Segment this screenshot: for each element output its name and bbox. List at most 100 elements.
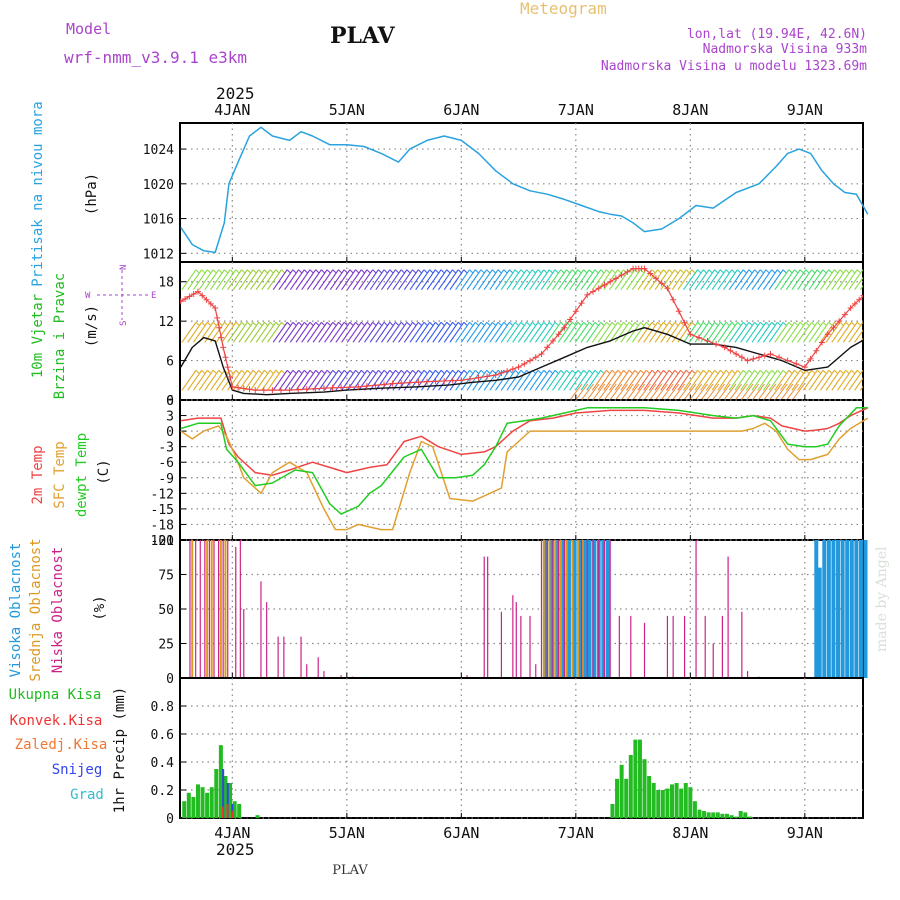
gust-marker xyxy=(624,268,631,275)
gust-marker xyxy=(389,380,396,387)
wind-barb xyxy=(688,369,704,391)
gust-marker xyxy=(312,385,319,392)
wind-barb xyxy=(808,321,824,343)
wind-barb xyxy=(859,385,863,391)
wind-barb xyxy=(495,321,510,343)
wind-barb-flag xyxy=(229,269,234,274)
wind-barb xyxy=(569,269,585,291)
wind-barb xyxy=(677,269,693,291)
wind-barb xyxy=(329,321,345,343)
gust-marker xyxy=(240,385,247,392)
wind-barb xyxy=(221,269,237,291)
wind-barb xyxy=(363,321,379,343)
wind-barb-flag xyxy=(571,321,576,326)
wind-barb xyxy=(477,369,493,391)
wind-barb xyxy=(791,269,807,291)
wind-barb-flag xyxy=(594,321,599,326)
wind-barb xyxy=(762,369,778,391)
high-cloud-bar xyxy=(849,540,854,678)
wind-barb xyxy=(187,269,203,291)
wind-barb-flag xyxy=(366,369,371,374)
wind-barb-flag xyxy=(577,269,582,274)
wind-barb-flag xyxy=(395,321,399,326)
total-rain-bar xyxy=(743,812,748,818)
wind-barb xyxy=(358,269,374,291)
wind-barb-flag xyxy=(480,269,485,274)
wind-barb-flag xyxy=(782,321,787,326)
wind-barb-flag xyxy=(286,269,291,274)
wind-barb-flag xyxy=(389,369,394,374)
high-cloud-bar xyxy=(863,540,868,678)
wind-barb xyxy=(534,321,550,343)
wind-barb xyxy=(449,321,465,343)
wind-barb xyxy=(363,269,379,291)
wind-barb xyxy=(666,369,681,391)
y-tick-label: 1024 xyxy=(143,143,174,158)
wind-barb xyxy=(426,369,442,391)
wind-barb xyxy=(603,383,617,400)
wind-barb xyxy=(472,321,488,343)
wind-barb xyxy=(261,269,277,291)
wind-barb xyxy=(819,269,835,291)
wind-barb xyxy=(289,321,305,343)
wind-barb-flag xyxy=(856,321,861,326)
wind-barb xyxy=(324,369,339,391)
gust-marker xyxy=(235,384,242,391)
high-cloud-bar xyxy=(587,540,592,678)
wind-barb xyxy=(859,337,863,343)
wind-barb xyxy=(489,269,505,291)
wind-barb-flag xyxy=(874,370,877,373)
wind-barb xyxy=(632,383,646,400)
wind-barb-flag xyxy=(811,269,815,274)
wind-barb-flag xyxy=(264,269,268,274)
wind-barb xyxy=(785,269,801,291)
wind-barb xyxy=(204,369,220,391)
gust-marker xyxy=(681,319,688,326)
wind-barb-flag xyxy=(822,369,827,374)
wind-barb xyxy=(534,369,550,391)
wind-barb xyxy=(284,321,300,343)
wind-barb xyxy=(249,321,265,343)
wind-barb-flag xyxy=(224,321,228,326)
wind-barb-flag xyxy=(731,269,736,274)
wind-barb xyxy=(244,369,260,391)
wind-barb xyxy=(272,369,288,391)
wind-barb xyxy=(341,321,357,343)
gust-marker xyxy=(856,296,863,303)
wind-barb xyxy=(495,269,510,291)
wind-barb-flag xyxy=(492,321,496,326)
wind-barb-flag xyxy=(611,269,616,274)
year-label-top: 2025 xyxy=(216,84,255,103)
wind-barb-flag xyxy=(606,269,610,274)
wind-barb-flag xyxy=(588,321,593,326)
wind-barb xyxy=(523,269,539,291)
wind-barb-flag xyxy=(754,369,758,374)
wind-barb xyxy=(728,321,744,343)
wind-barb-flag xyxy=(611,321,616,326)
wind-barb xyxy=(563,369,579,391)
gust-marker xyxy=(612,275,619,282)
wind-barb-flag xyxy=(372,321,377,326)
wind-barb-flag xyxy=(874,270,877,273)
wind-barb xyxy=(563,269,579,291)
wind-barb-flag xyxy=(246,269,251,274)
cloud-title-low: Niska Oblacnost xyxy=(50,547,66,673)
wind-barb xyxy=(780,369,795,391)
wind-barb xyxy=(483,269,499,291)
total-rain-bar xyxy=(182,801,187,818)
gust-marker xyxy=(295,386,302,393)
wind-barb-flag xyxy=(799,369,804,374)
wind-barb xyxy=(814,269,830,291)
y-tick-label: -18 xyxy=(151,518,174,533)
wind-barb xyxy=(540,321,556,343)
wind-barb xyxy=(455,321,471,343)
wind-barb-flag xyxy=(241,269,245,274)
gust-marker xyxy=(190,291,197,298)
wind-barb-flag xyxy=(771,269,776,274)
wind-barb xyxy=(324,269,339,291)
wind-barb xyxy=(443,269,459,291)
wind-barb-flag xyxy=(851,269,855,274)
panel-frame xyxy=(179,122,864,263)
high-cloud-bar xyxy=(566,540,571,678)
wind-barb xyxy=(198,269,214,291)
